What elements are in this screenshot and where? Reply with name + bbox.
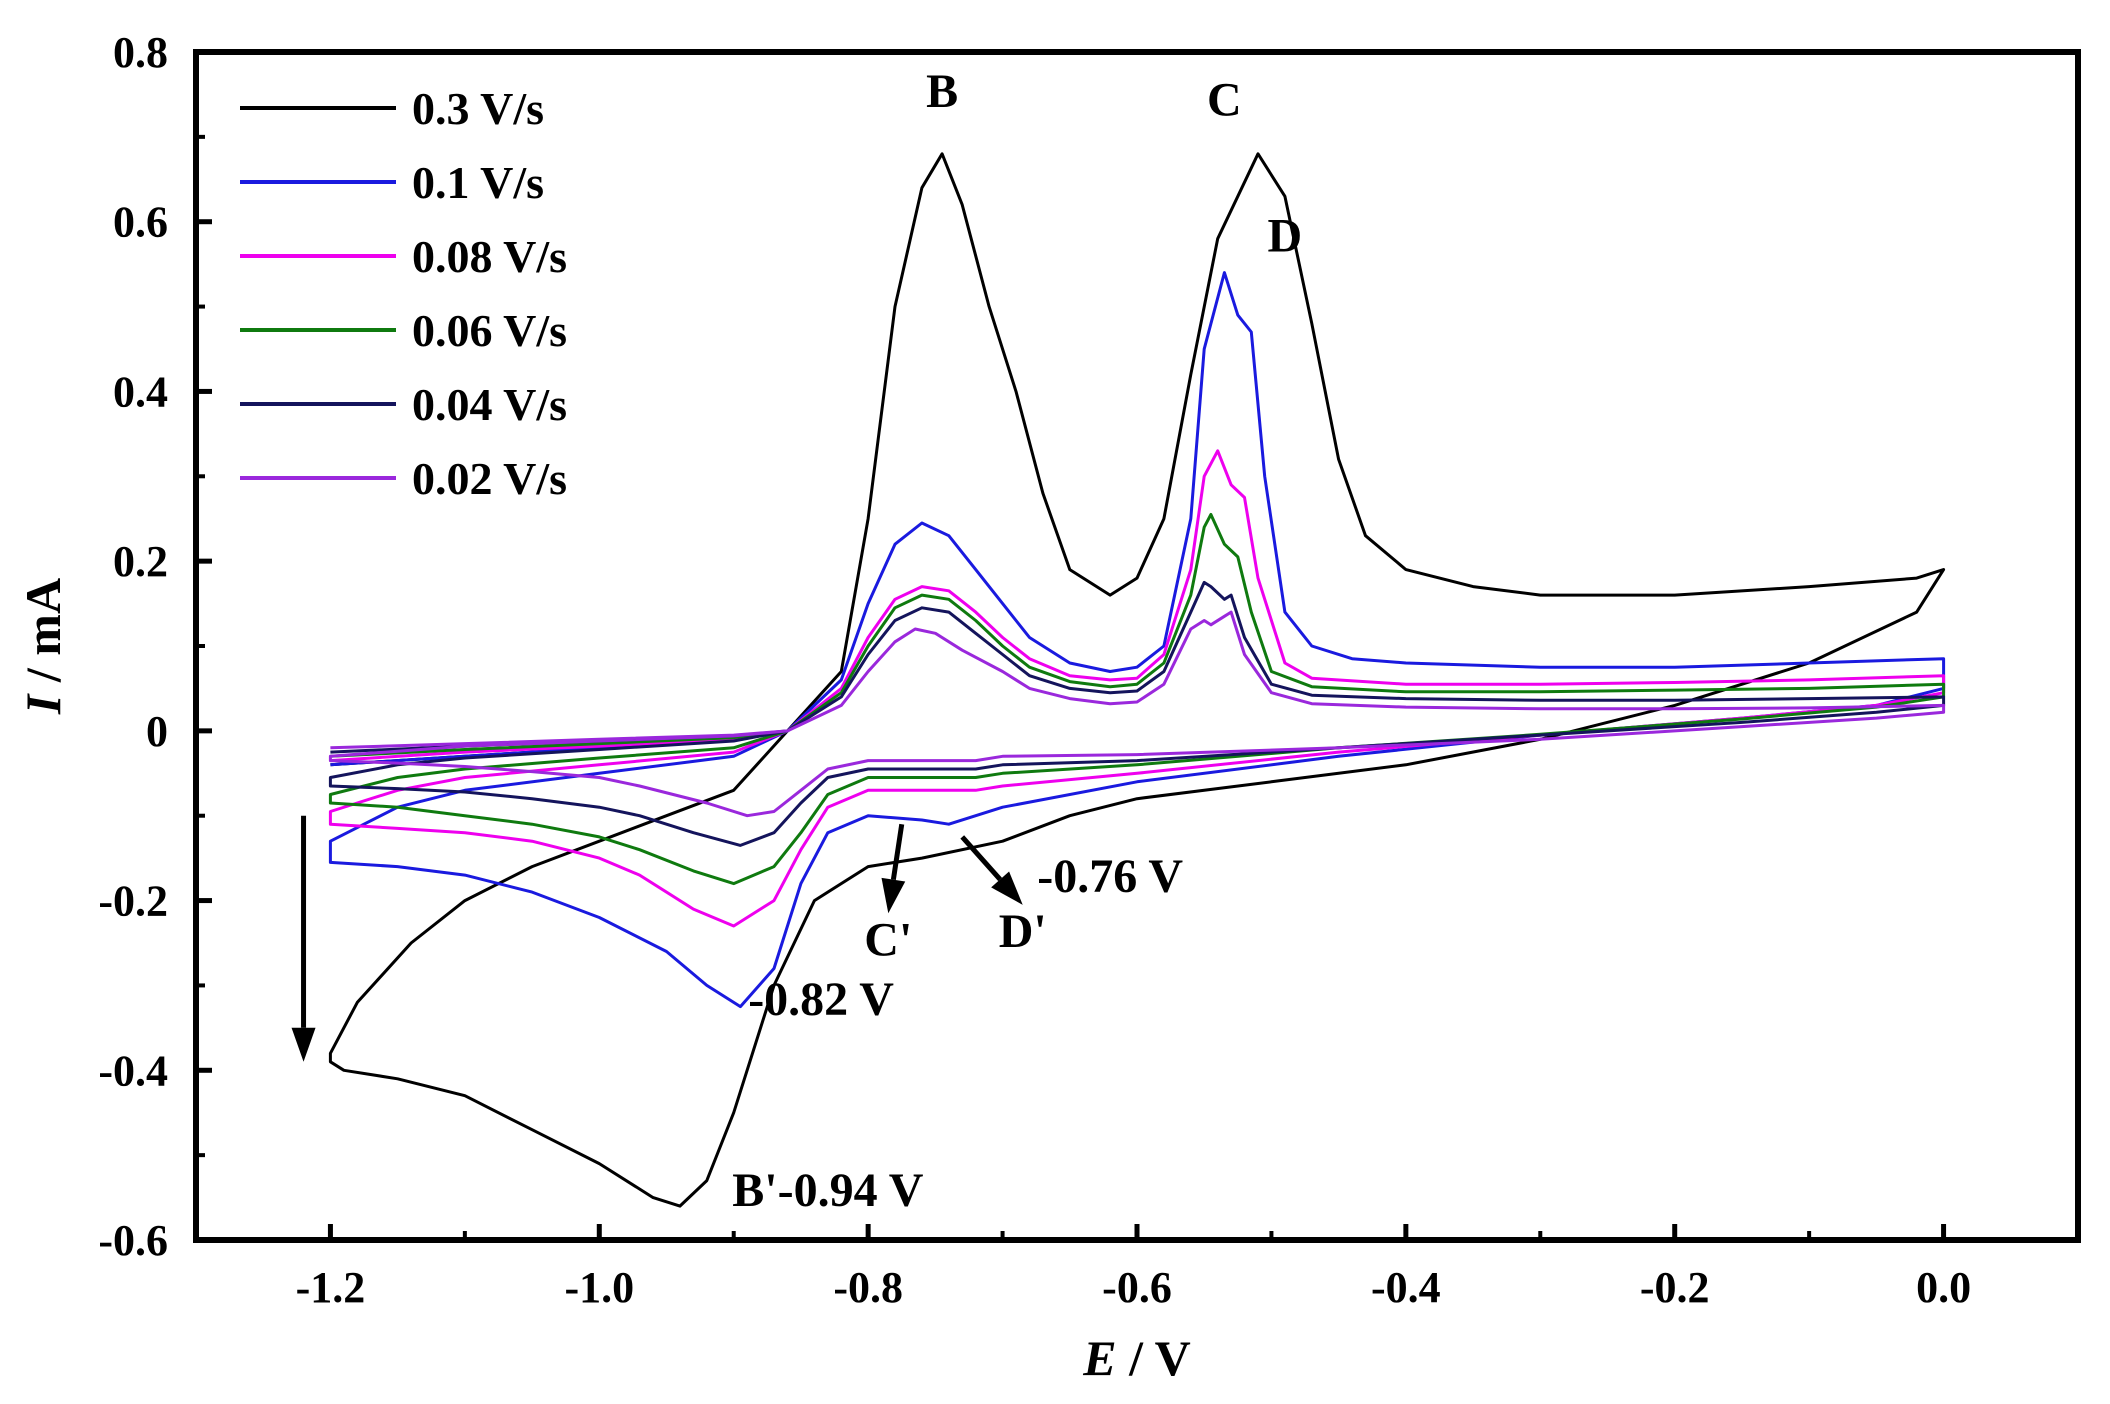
legend-entry: 0.1 V/s xyxy=(240,157,544,208)
annotation-B: B xyxy=(926,65,958,118)
arrow-C-prime-head xyxy=(881,877,906,914)
arrow-scan-direction xyxy=(291,815,316,1062)
y-axis-title-unit: / mA xyxy=(15,578,71,695)
y-tick-label: 0.8 xyxy=(113,28,168,77)
y-tick-label: 0.4 xyxy=(113,367,168,416)
series-line-0-02-V-s xyxy=(328,610,1946,818)
legend: 0.3 V/s 0.1 V/s 0.08 V/s 0.06 V/s 0.04 V/s 0.… xyxy=(240,83,567,504)
annotation-D: D xyxy=(1268,209,1303,262)
annotation-label-082: -0.82 V xyxy=(748,973,894,1026)
x-tick-label: -0.8 xyxy=(833,1263,903,1312)
y-axis-title-var: I xyxy=(15,693,71,715)
y-tick-label: 0.2 xyxy=(113,537,168,586)
y-tick-label: 0.6 xyxy=(113,198,168,247)
y-axis-title: I / mA xyxy=(15,578,71,715)
annotation-label-094: B'-0.94 V xyxy=(732,1164,923,1217)
legend-label: 0.1 V/s xyxy=(412,157,544,208)
legend-entry: 0.04 V/s xyxy=(240,379,567,430)
annotation-C: C xyxy=(1207,74,1242,127)
legend-label: 0.08 V/s xyxy=(412,231,567,282)
y-tick-label: -0.6 xyxy=(98,1216,168,1265)
series-line-0-06-V-s xyxy=(328,513,1946,886)
x-tick-label: -1.0 xyxy=(564,1263,634,1312)
legend-label: 0.06 V/s xyxy=(412,305,567,356)
legend-entry: 0.06 V/s xyxy=(240,305,567,356)
arrow-scan-direction-head xyxy=(291,1027,316,1062)
legend-entry: 0.3 V/s xyxy=(240,83,544,134)
y-tick-label: -0.2 xyxy=(98,877,168,926)
x-tick-label: -0.4 xyxy=(1371,1263,1441,1312)
arrow-D-prime-shaft xyxy=(960,835,1002,882)
arrow-C-prime-shaft xyxy=(890,823,905,881)
series-line-0-1-V-s xyxy=(328,271,1946,1009)
legend-entry: 0.08 V/s xyxy=(240,231,567,282)
x-axis-title: E / V xyxy=(1082,1330,1190,1386)
series-line-0-3-V-s xyxy=(328,152,1946,1208)
arrow-D-prime xyxy=(960,835,1023,905)
arrow-D-prime-head xyxy=(991,871,1023,905)
legend-entry: 0.02 V/s xyxy=(240,453,567,504)
cv-curves xyxy=(328,152,1946,1208)
legend-label: 0.3 V/s xyxy=(412,83,544,134)
arrows xyxy=(291,815,1023,1062)
legend-label: 0.02 V/s xyxy=(412,453,567,504)
x-axis-title-unit: / V xyxy=(1117,1330,1191,1386)
x-tick-label: -0.6 xyxy=(1102,1263,1172,1312)
arrow-C-prime xyxy=(881,823,906,914)
annotation-D-prime: D' xyxy=(999,905,1047,958)
x-axis-title-var: E xyxy=(1082,1330,1116,1386)
y-tick-label: -0.4 xyxy=(98,1046,168,1095)
x-tick-label: 0.0 xyxy=(1916,1263,1971,1312)
axis-ticks xyxy=(196,49,1947,1243)
series-line-0-08-V-s xyxy=(328,449,1946,928)
x-tick-label: -1.2 xyxy=(296,1263,366,1312)
annotations: B C D C' D'-0.76 V -0.82 V B'-0.94 V xyxy=(732,65,1302,1217)
series-line-0-04-V-s xyxy=(328,580,1946,847)
annotation-label-076: -0.76 V xyxy=(1037,850,1183,903)
legend-label: 0.04 V/s xyxy=(412,379,567,430)
x-tick-label: -0.2 xyxy=(1640,1263,1710,1312)
y-tick-label: 0 xyxy=(146,707,168,756)
tick-labels: -1.2 -1.0 -0.8 -0.6 -0.4 -0.2 0.0 -0.6 -0.4 -0.2 0… xyxy=(98,28,1971,1312)
annotation-C-prime: C' xyxy=(864,914,912,967)
